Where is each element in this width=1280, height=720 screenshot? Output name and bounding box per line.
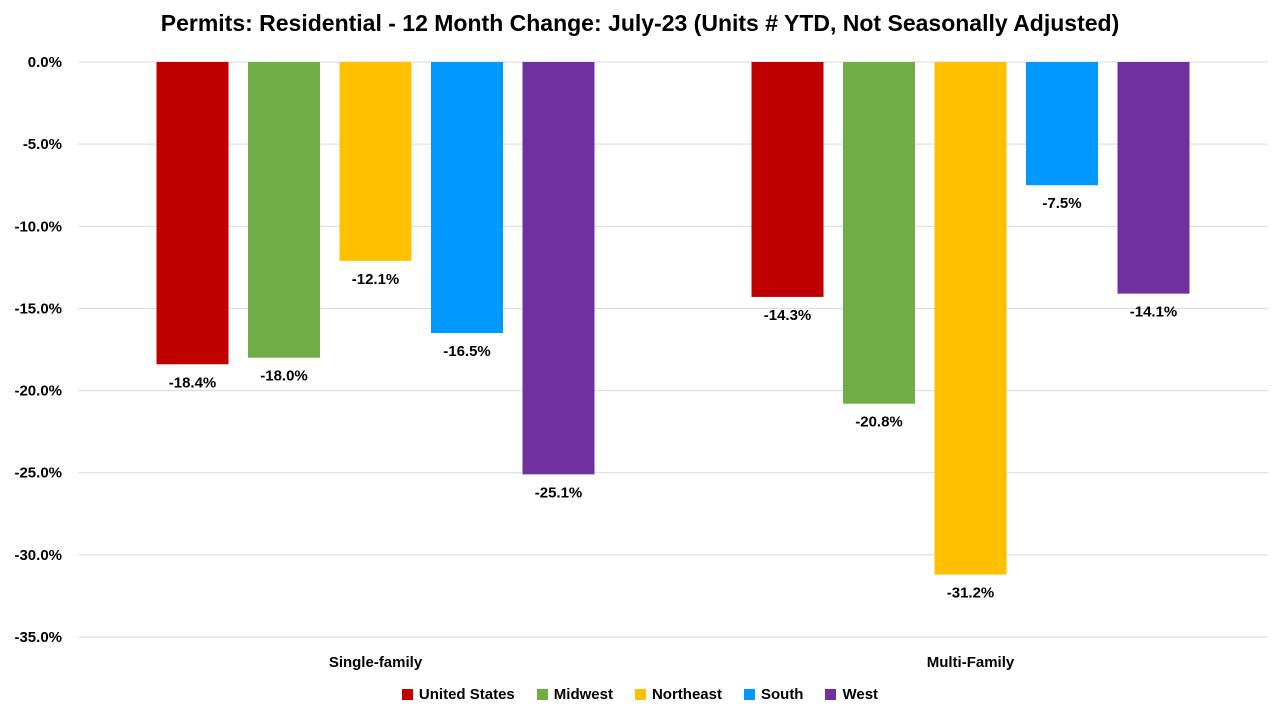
- legend-item: United States: [401, 686, 515, 703]
- bar: [431, 62, 503, 334]
- bar: [934, 62, 1007, 575]
- legend-label: South: [760, 686, 804, 703]
- data-label: -20.8%: [855, 414, 903, 431]
- y-axis: 0.0% -5.0% -10.0% -15.0% -20.0% -25.0% -30.0% -…: [14, 54, 62, 646]
- x-category-label: Multi-Family: [927, 654, 1015, 671]
- legend-item: Northeast: [634, 686, 722, 703]
- legend-swatch: [634, 689, 646, 700]
- legend-item: West: [825, 686, 878, 703]
- bar: [751, 62, 824, 297]
- data-label: -31.2%: [947, 585, 995, 602]
- chart-title: Permits: Residential - 12 Month Change: …: [160, 10, 1120, 36]
- bar: [843, 62, 915, 404]
- data-labels: -18.4% -18.0% -12.1% -16.5% -25.1% -14.3% -20.…: [169, 195, 1178, 601]
- data-label: -12.1%: [352, 271, 400, 288]
- bar-chart: 0.0% -5.0% -10.0% -15.0% -20.0% -25.0% -30.0% -…: [14, 54, 1268, 671]
- y-tick-label: -25.0%: [14, 465, 62, 482]
- bar: [248, 62, 320, 358]
- y-tick-label: -15.0%: [14, 300, 62, 317]
- y-tick-label: -10.0%: [14, 218, 62, 235]
- y-tick-label: -30.0%: [14, 547, 62, 564]
- bar: [522, 62, 595, 475]
- bar: [1117, 62, 1190, 294]
- legend-label: Northeast: [651, 686, 722, 703]
- y-tick-label: 0.0%: [28, 54, 62, 71]
- data-label: -16.5%: [443, 343, 491, 360]
- legend-label: United States: [418, 686, 515, 703]
- legend-label: West: [842, 686, 879, 703]
- legend-swatch: [743, 689, 755, 700]
- bar: [156, 62, 229, 365]
- data-label: -14.3%: [764, 307, 812, 324]
- y-tick-label: -5.0%: [23, 136, 62, 153]
- y-tick-label: -35.0%: [14, 629, 62, 646]
- bar: [1026, 62, 1098, 186]
- x-axis: Single-family Multi-Family: [329, 654, 1015, 671]
- data-label: -7.5%: [1042, 195, 1081, 212]
- y-tick-label: -20.0%: [14, 383, 62, 400]
- bars: [156, 62, 1190, 575]
- legend-swatch: [825, 689, 837, 700]
- x-category-label: Single-family: [329, 654, 423, 671]
- legend-swatch: [401, 689, 413, 700]
- legend-label: Midwest: [553, 686, 613, 703]
- legend-swatch: [536, 689, 548, 700]
- data-label: -18.0%: [260, 368, 308, 385]
- legend-item: Midwest: [536, 686, 613, 703]
- data-label: -18.4%: [169, 374, 217, 391]
- data-label: -25.1%: [535, 484, 583, 501]
- legend-item: South: [743, 686, 804, 703]
- data-label: -14.1%: [1130, 304, 1178, 321]
- legend: United States Midwest Northeast South West: [0, 686, 1280, 703]
- bar: [339, 62, 412, 261]
